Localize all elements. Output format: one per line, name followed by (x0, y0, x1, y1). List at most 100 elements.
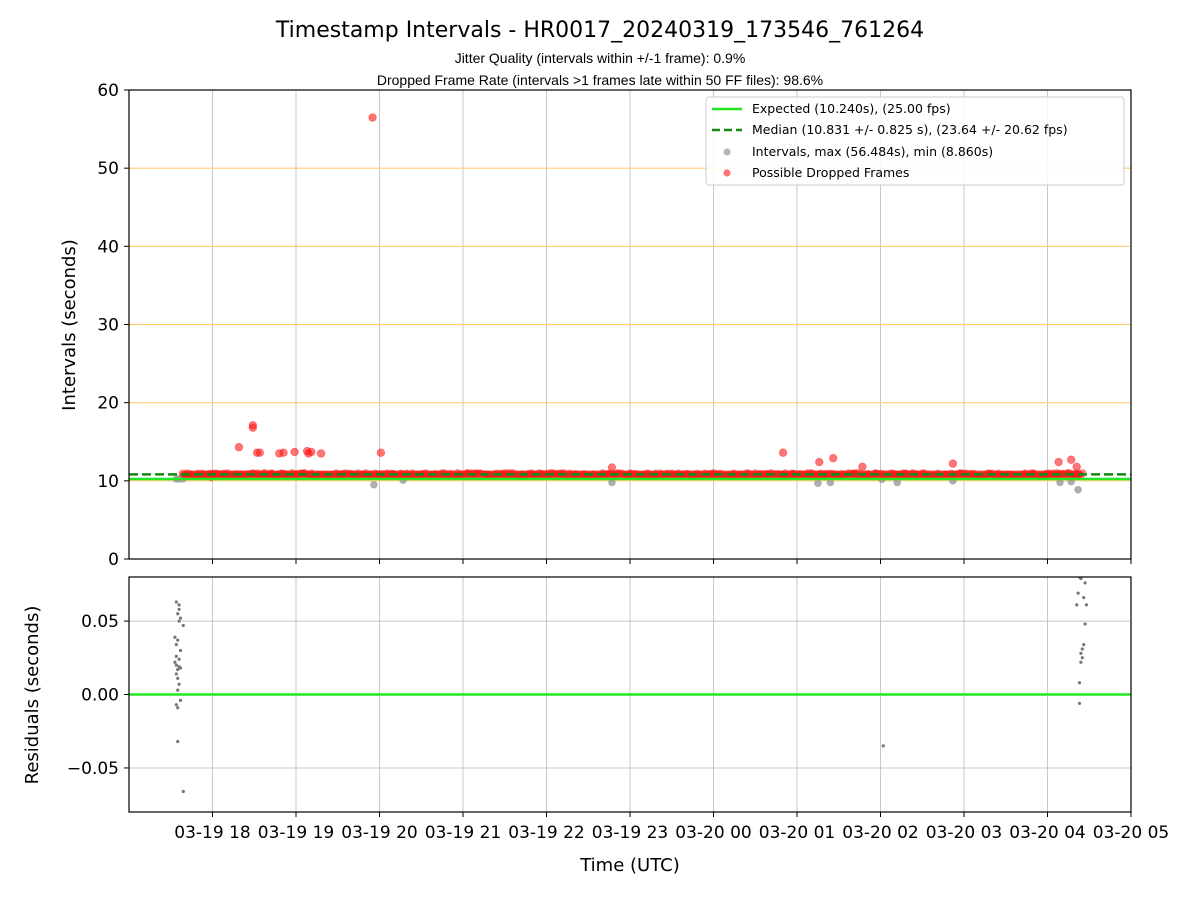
residual-point (173, 635, 177, 639)
residual-point (177, 603, 181, 607)
dropped-frame-outlier (279, 448, 288, 457)
residual-point (174, 672, 178, 676)
residual-point (176, 676, 180, 680)
residual-point (178, 616, 183, 620)
dropped-frame-outlier (858, 462, 867, 471)
interval-point (893, 478, 901, 487)
residual-point (1083, 581, 1087, 585)
residual-point (1077, 701, 1082, 705)
residual-point (1079, 577, 1083, 581)
legend-label-expected: Expected (10.240s), (25.00 fps) (752, 101, 951, 116)
residual-point (174, 703, 178, 707)
dropped-frame-outlier (1054, 457, 1063, 467)
dropped-frame-outlier (376, 448, 386, 457)
dropped-frame-outlier (1066, 455, 1076, 464)
residual-point (181, 789, 185, 794)
residual-point (178, 666, 183, 670)
legend-frame (705, 96, 1125, 186)
residual-point (176, 706, 180, 710)
legend-label-dropped: Possible Dropped Frames (752, 165, 909, 180)
residual-point (178, 648, 183, 653)
residual-point (174, 642, 178, 647)
residual-point (177, 619, 181, 623)
dropped-frame-outlier (815, 457, 824, 467)
legend-label-median: Median (10.831 +/- 0.825 s), (23.64 +/- … (752, 122, 1068, 137)
residual-point (1079, 651, 1083, 655)
dropped-frame-outlier (307, 447, 316, 457)
legend-label-intervals: Intervals, max (56.484s), min (8.860s) (752, 144, 993, 159)
interval-point (814, 479, 822, 487)
residual-point (176, 667, 180, 672)
dropped-frame-outlier (290, 447, 299, 457)
interval-point (826, 478, 835, 487)
residual-point (174, 663, 178, 667)
x-tick-label: 03-19 22 (508, 823, 584, 843)
residual-point (1084, 603, 1089, 607)
dropped-frame-outlier (234, 443, 244, 452)
residual-point (176, 638, 180, 642)
residual-point (1082, 642, 1086, 647)
dropped-frame-outlier (255, 448, 265, 457)
residuals-y-tick-label: 0.00 (81, 686, 119, 706)
legend: Expected (10.240s), (25.00 fps) Median (… (705, 96, 1125, 186)
residual-point (176, 688, 180, 692)
x-tick-label: 03-19 23 (592, 823, 668, 843)
x-tick-label: 03-19 21 (425, 823, 501, 843)
dropped-frame-outlier (1072, 462, 1081, 471)
x-tick-label: 03-20 02 (842, 823, 918, 843)
x-tick-label: 03-20 00 (675, 823, 751, 843)
intervals-y-tick-label: 20 (97, 394, 119, 414)
dropped-frame-outlier (948, 459, 958, 468)
residuals-y-tick-label: −0.05 (67, 759, 119, 779)
residual-point (1077, 681, 1082, 685)
residual-point (176, 612, 180, 616)
residuals-plot: −0.05 0.00 0.05 03-19 18 03-19 19 03-19 20 03-… (67, 576, 1169, 843)
residual-point (1083, 622, 1087, 626)
x-tick-label: 03-19 18 (174, 823, 250, 843)
residual-point (1076, 591, 1080, 595)
residuals-y-tick-label: 0.05 (81, 612, 119, 632)
x-tick-label: 03-20 04 (1009, 823, 1085, 843)
intervals-plot: 0 10 20 30 40 50 60 (97, 81, 1132, 570)
intervals-y-tick-label: 0 (108, 550, 119, 570)
intervals-y-tick-label: 10 (97, 472, 119, 492)
intervals-y-tick-label: 40 (97, 237, 119, 257)
interval-point (370, 480, 378, 489)
dropped-frame-outlier (607, 463, 617, 472)
residual-point (178, 698, 183, 702)
intervals-y-tick-label: 30 (97, 316, 119, 336)
residual-point (181, 623, 185, 628)
intervals-y-tick-label: 50 (97, 159, 119, 179)
interval-point (1056, 478, 1064, 487)
x-tick-label: 03-20 03 (926, 823, 1002, 843)
residual-point (176, 739, 180, 744)
interval-point (608, 478, 616, 487)
x-tick-label: 03-19 19 (258, 823, 334, 843)
legend-swatch-dropped (723, 169, 731, 177)
residual-point (1080, 656, 1084, 660)
legend-swatch-intervals (723, 148, 731, 156)
intervals-y-tick-label: 60 (97, 81, 119, 101)
residual-point (1082, 595, 1086, 600)
dropped-frame-outlier (828, 453, 838, 463)
interval-point (1074, 485, 1082, 494)
x-tick-label: 03-20 01 (759, 823, 835, 843)
dropped-frame-outlier (368, 113, 377, 122)
x-axis-label: Time (UTC) (579, 855, 680, 876)
residual-point (1080, 647, 1084, 651)
chart-subtitle-jitter: Jitter Quality (intervals within +/-1 fr… (455, 50, 746, 66)
intervals-y-axis-label: Intervals (seconds) (59, 239, 80, 411)
residual-point (177, 607, 181, 611)
residual-point (174, 654, 178, 658)
residuals-data (173, 577, 1089, 794)
residual-point (881, 744, 885, 748)
dropped-frame-outlier (778, 448, 788, 457)
residual-point (1075, 603, 1079, 607)
residuals-y-axis-label: Residuals (seconds) (22, 606, 43, 785)
dropped-frame-outlier (316, 449, 326, 458)
residual-point (177, 657, 181, 661)
x-tick-label: 03-20 05 (1093, 823, 1169, 843)
residual-point (173, 660, 177, 664)
x-tick-label: 03-19 20 (341, 823, 417, 843)
